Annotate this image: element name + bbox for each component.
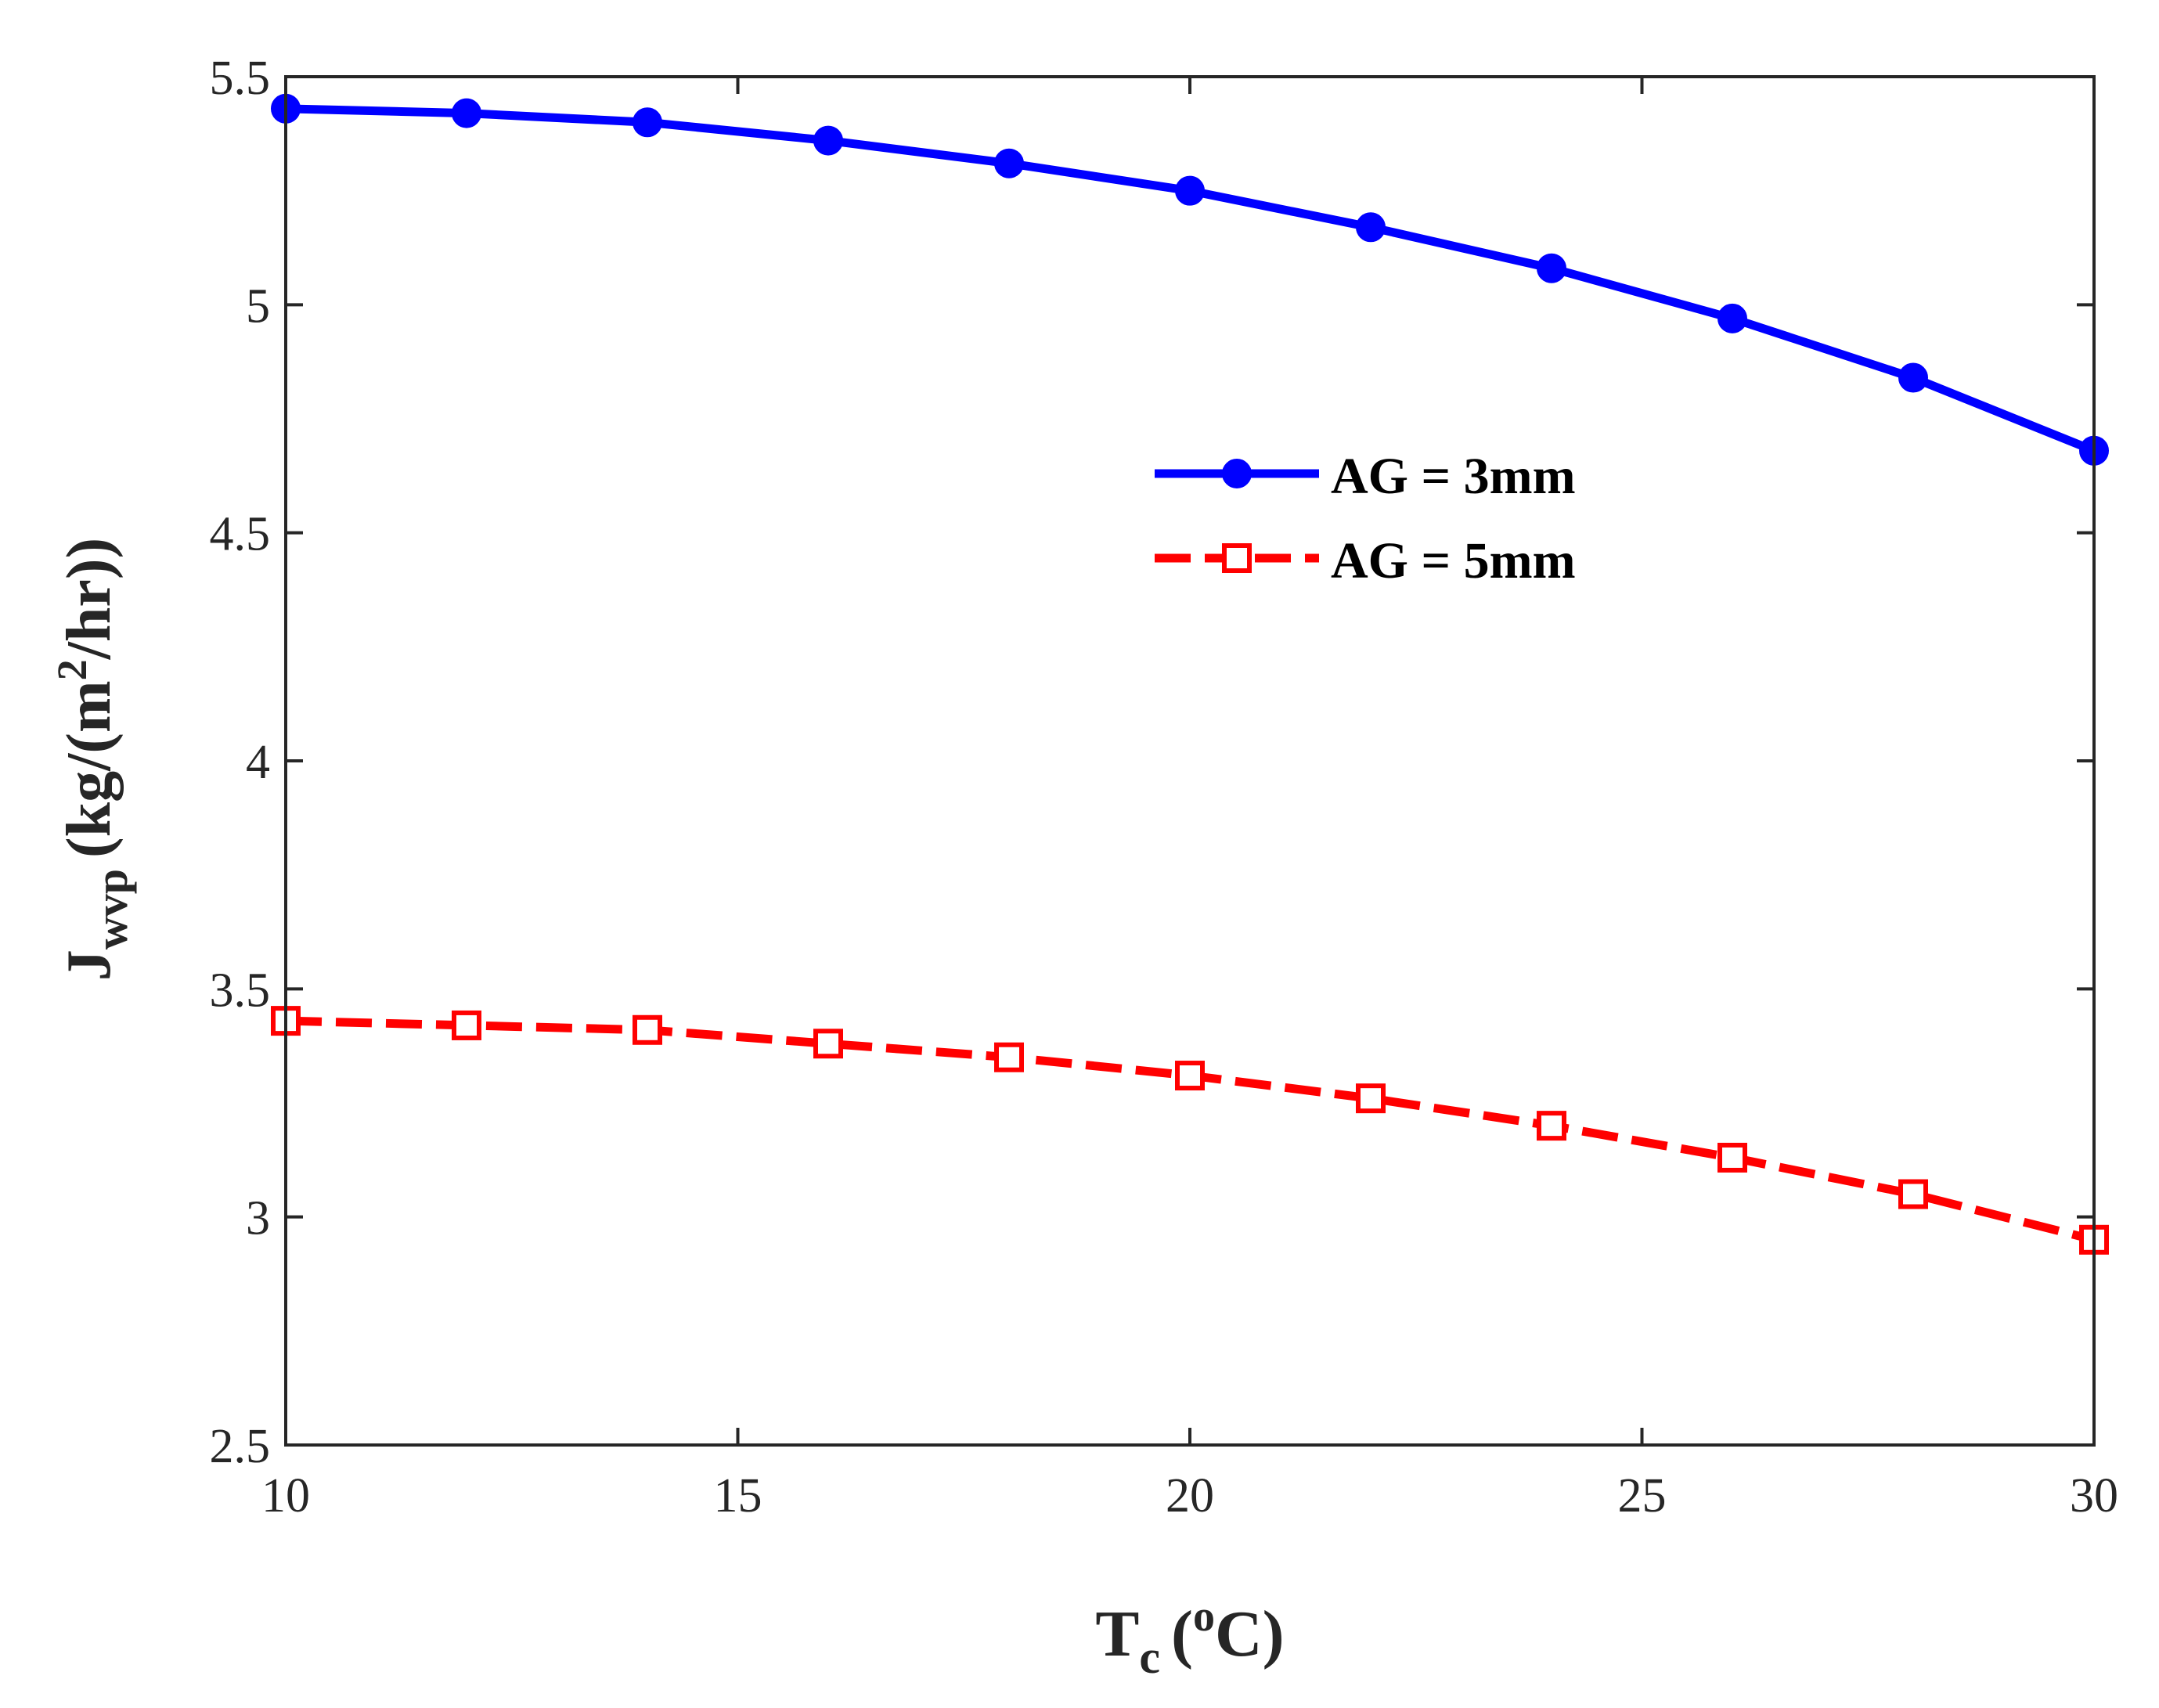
data-point-ag-5mm-1 bbox=[452, 1010, 481, 1040]
plot-frame bbox=[284, 75, 2096, 1447]
y-axis-title-post: /hr)) bbox=[55, 538, 124, 661]
data-point-ag-3mm-6 bbox=[1356, 212, 1386, 243]
legend: AG = 3mm AG = 5mm bbox=[1155, 448, 1576, 589]
y-tick-label-6: 5.5 bbox=[210, 52, 271, 105]
y-axis-title-sup: 2 bbox=[49, 659, 96, 680]
x-tick-label-0: 10 bbox=[261, 1469, 310, 1522]
y-tick-label-3: 4 bbox=[246, 736, 270, 789]
axis-ticks: 10 15 20 25 30 2.5 3 3.5 4 4.5 5 5.5 bbox=[210, 52, 2119, 1522]
legend-marker-ag-3mm bbox=[1222, 459, 1252, 488]
y-tick-label-1: 3 bbox=[246, 1192, 270, 1245]
data-point-ag-5mm-6 bbox=[1356, 1083, 1386, 1114]
data-point-ag-5mm-8 bbox=[1717, 1142, 1747, 1173]
x-tick-label-1: 15 bbox=[714, 1469, 762, 1522]
data-point-ag-3mm-8 bbox=[1717, 303, 1747, 333]
x-axis-title-sub: c bbox=[1139, 1631, 1160, 1683]
legend-label-ag-5mm: AG = 5mm bbox=[1331, 532, 1576, 589]
x-tick-label-2: 20 bbox=[1166, 1469, 1214, 1522]
data-point-ag-5mm-3 bbox=[813, 1029, 843, 1059]
data-point-ag-3mm-5 bbox=[1175, 175, 1205, 206]
x-axis-title-base: T bbox=[1095, 1598, 1139, 1670]
x-axis-title-post: C) bbox=[1215, 1598, 1285, 1670]
x-tick-label-3: 25 bbox=[1618, 1469, 1667, 1522]
y-tick-label-4: 4.5 bbox=[210, 508, 271, 561]
data-point-ag-5mm-7 bbox=[1537, 1111, 1566, 1141]
series-group bbox=[271, 93, 2109, 1255]
x-axis-title-pre: ( bbox=[1171, 1598, 1193, 1670]
x-axis-title-sup: o bbox=[1193, 1592, 1215, 1641]
x-axis-title: Tc (oC) bbox=[1095, 1592, 1284, 1683]
data-point-ag-5mm-4 bbox=[994, 1042, 1024, 1072]
legend-item-ag-3mm: AG = 3mm bbox=[1155, 448, 1576, 505]
legend-item-ag-5mm: AG = 5mm bbox=[1155, 532, 1576, 589]
y-axis-title-sub: wvp bbox=[86, 869, 137, 949]
x-tick-label-4: 30 bbox=[2070, 1469, 2118, 1522]
data-point-ag-5mm-9 bbox=[1898, 1179, 1928, 1209]
y-tick-label-2: 3.5 bbox=[210, 964, 271, 1017]
data-point-ag-3mm-3 bbox=[813, 125, 843, 156]
legend-marker-ag-5mm bbox=[1222, 543, 1252, 573]
y-tick-label-0: 2.5 bbox=[210, 1420, 271, 1473]
data-point-ag-5mm-5 bbox=[1175, 1061, 1205, 1091]
y-tick-label-5: 5 bbox=[246, 279, 270, 333]
data-point-ag-3mm-2 bbox=[633, 107, 662, 138]
plot-area bbox=[286, 77, 2094, 1445]
data-point-ag-3mm-9 bbox=[1898, 362, 1928, 393]
data-point-ag-3mm-1 bbox=[452, 98, 481, 128]
y-axis-title-pre: (kg/(m bbox=[55, 680, 124, 858]
data-point-ag-5mm-2 bbox=[633, 1014, 662, 1045]
legend-label-ag-3mm: AG = 3mm bbox=[1331, 448, 1576, 505]
y-axis-title: Jwvp (kg/(m2/hr)) bbox=[49, 538, 137, 981]
data-point-ag-3mm-4 bbox=[994, 148, 1024, 178]
y-axis-title-base: J bbox=[55, 949, 124, 981]
data-point-ag-3mm-7 bbox=[1537, 253, 1566, 283]
